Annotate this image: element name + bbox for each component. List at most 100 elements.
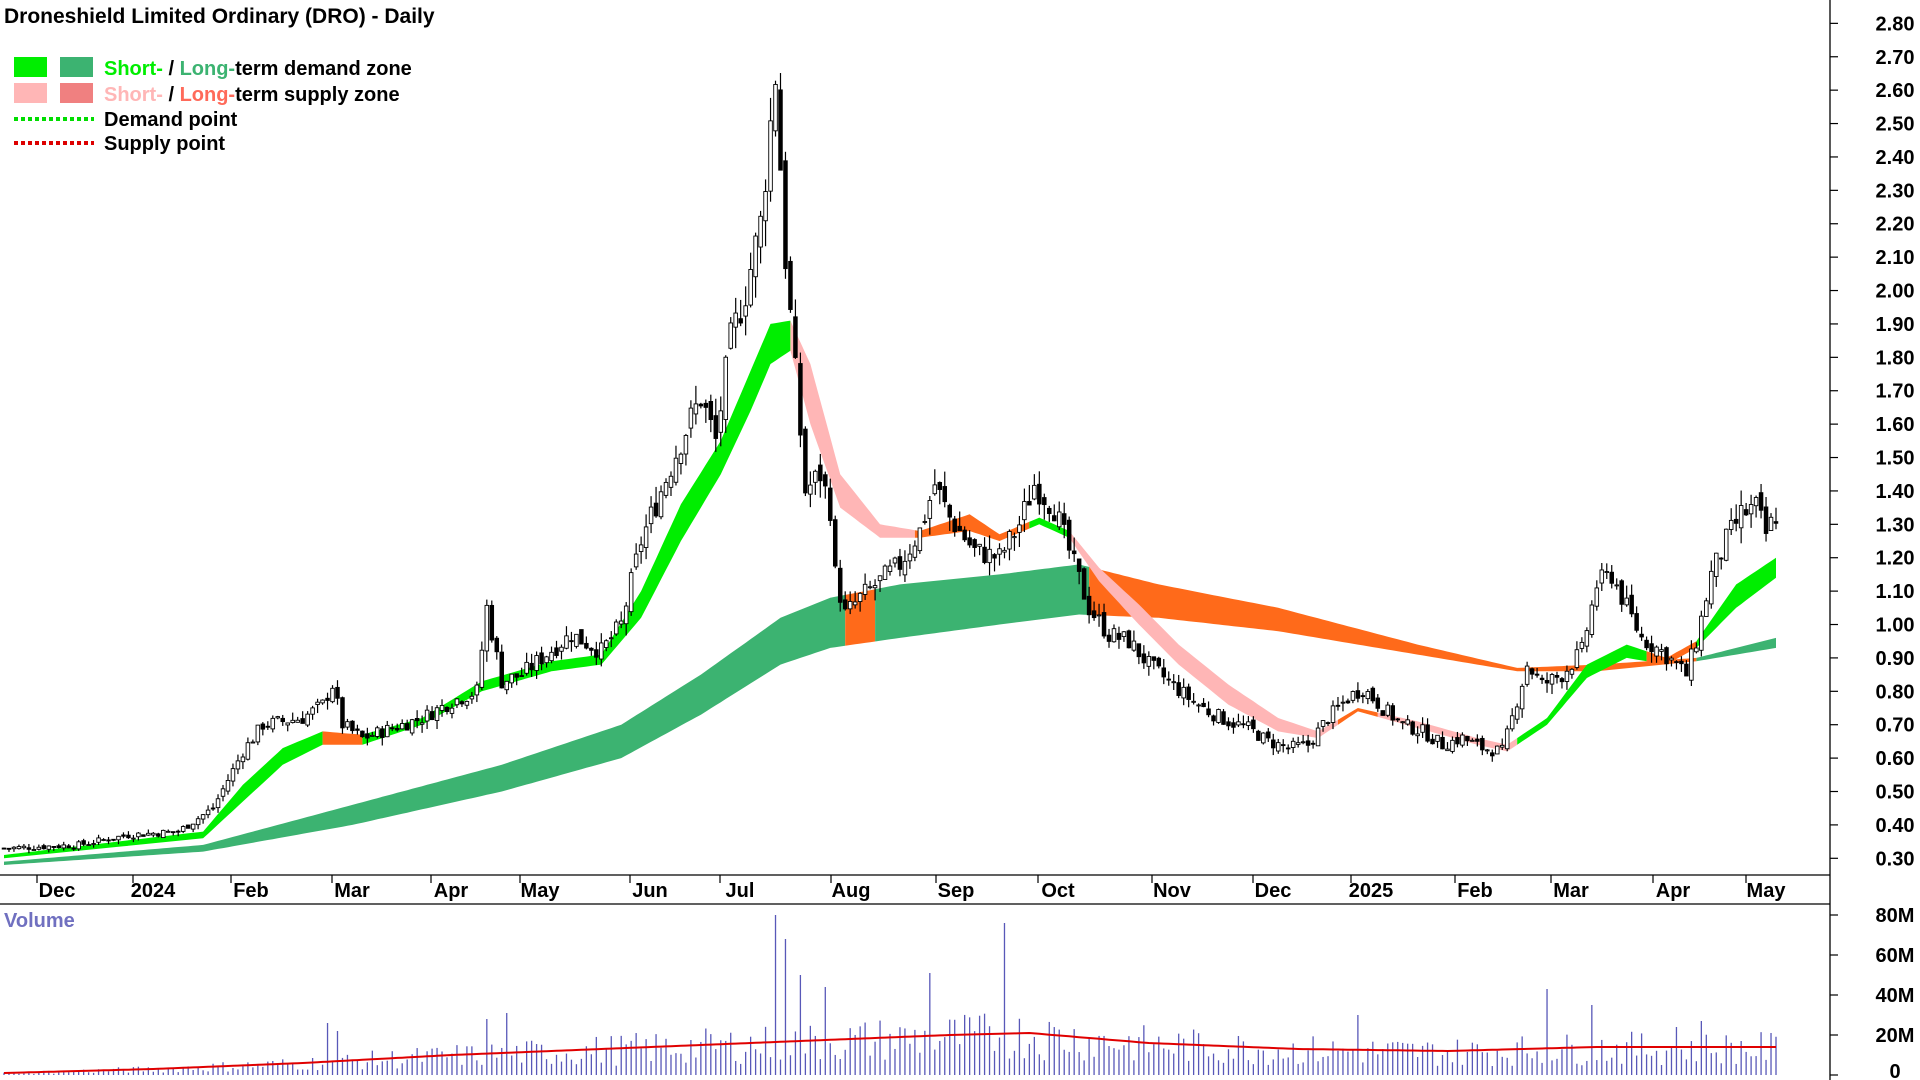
candle-body (738, 318, 743, 324)
candle-body (330, 687, 335, 703)
candle-body (1733, 518, 1739, 524)
date-tick-label: 2024 (131, 880, 176, 902)
candle-body (1753, 497, 1759, 507)
candle-body (161, 829, 166, 839)
candle-body (270, 717, 276, 730)
candle-body (828, 487, 833, 521)
short-term-zone-supply_dark (999, 521, 1030, 541)
candle-body (922, 521, 928, 523)
candle-body (1206, 708, 1211, 716)
candle-body (1534, 673, 1540, 676)
candle-body (1166, 678, 1171, 681)
price-tick-label: 0.30 (1876, 848, 1915, 870)
candle-body (350, 720, 355, 732)
candle-body (31, 849, 37, 851)
candle-body (370, 734, 375, 737)
candle-body (345, 721, 350, 728)
candle-body (613, 621, 619, 635)
candle-body (609, 637, 614, 640)
candle-body (399, 723, 405, 730)
candle-body (454, 698, 460, 706)
candle-body (250, 741, 256, 744)
price-tick-label: 0.50 (1876, 782, 1915, 804)
candle-body (1076, 558, 1082, 572)
candle-body (1629, 594, 1634, 615)
candle-body (315, 701, 320, 705)
candle-body (768, 120, 773, 192)
date-tick-label: Dec (39, 880, 76, 902)
candle-body (1529, 668, 1535, 675)
candle-body (1345, 700, 1351, 704)
candle-body (1604, 571, 1610, 574)
candle-body (584, 642, 589, 649)
candle-body (1271, 739, 1276, 749)
candle-body (1624, 597, 1629, 606)
candle-body (1116, 632, 1122, 640)
price-tick-label: 1.90 (1876, 314, 1915, 336)
candle-body (1639, 633, 1644, 638)
candle-body (1, 847, 7, 850)
candle-body (748, 269, 753, 306)
candle-body (857, 592, 863, 603)
candle-body (260, 723, 266, 730)
candle-body (1490, 752, 1495, 757)
legend-label-part: / (163, 58, 180, 80)
candle-body (917, 527, 923, 552)
volume-bars (3, 915, 1777, 1075)
candle-body (718, 410, 724, 433)
candle-body (245, 742, 251, 760)
candle-body (569, 640, 574, 643)
candle-body (1614, 584, 1619, 587)
price-tick-label: 1.70 (1876, 381, 1915, 403)
candle-body (290, 719, 295, 724)
candle-body (1654, 646, 1659, 657)
candle-body (285, 722, 290, 726)
candle-body (275, 716, 281, 719)
price-tick-label: 2.20 (1876, 214, 1915, 236)
candle-body (434, 707, 440, 721)
candle-body (1758, 492, 1764, 511)
legend-label-part: Long- (180, 58, 236, 80)
date-tick-label: Feb (1457, 880, 1493, 902)
candle-body (1340, 701, 1346, 704)
candle-body (1221, 711, 1226, 725)
candle-body (703, 402, 709, 408)
short-term-zone-demand (1517, 644, 1647, 745)
candle-body (1201, 702, 1206, 708)
candle-body (604, 640, 609, 648)
candle-body (758, 215, 763, 248)
candle-body (1285, 747, 1291, 750)
candle-body (1042, 497, 1047, 506)
candle-body (1370, 687, 1376, 702)
candle-body (116, 835, 121, 841)
chart-title: Droneshield Limited Ordinary (DRO) - Dai… (4, 5, 435, 28)
candle-body (200, 814, 206, 820)
candle-body (1305, 740, 1311, 746)
candle-body (1101, 612, 1107, 637)
candle-body (1320, 720, 1326, 727)
legend-label-part: Demand point (104, 109, 238, 131)
candle-body (594, 649, 599, 658)
candle-body (952, 518, 957, 532)
candle-body (763, 191, 768, 222)
candle-body (1161, 667, 1167, 678)
candle-body (902, 560, 908, 576)
candle-body (1768, 516, 1774, 531)
candle-body (1156, 657, 1162, 667)
candle-body (1126, 630, 1132, 649)
candle-body (1554, 675, 1560, 678)
candle-body (1579, 641, 1585, 649)
candle-body (46, 845, 52, 850)
candle-body (41, 845, 47, 850)
candle-body (1574, 649, 1580, 668)
long-term-zone-supply_dark (845, 589, 876, 646)
candle-body (1052, 515, 1057, 522)
candle-body (1111, 628, 1117, 643)
candle-body (872, 585, 878, 589)
short-term-zone-demand (1029, 517, 1070, 538)
candle-body (1146, 655, 1152, 667)
candle-body (987, 548, 992, 564)
candle-body (76, 841, 81, 850)
